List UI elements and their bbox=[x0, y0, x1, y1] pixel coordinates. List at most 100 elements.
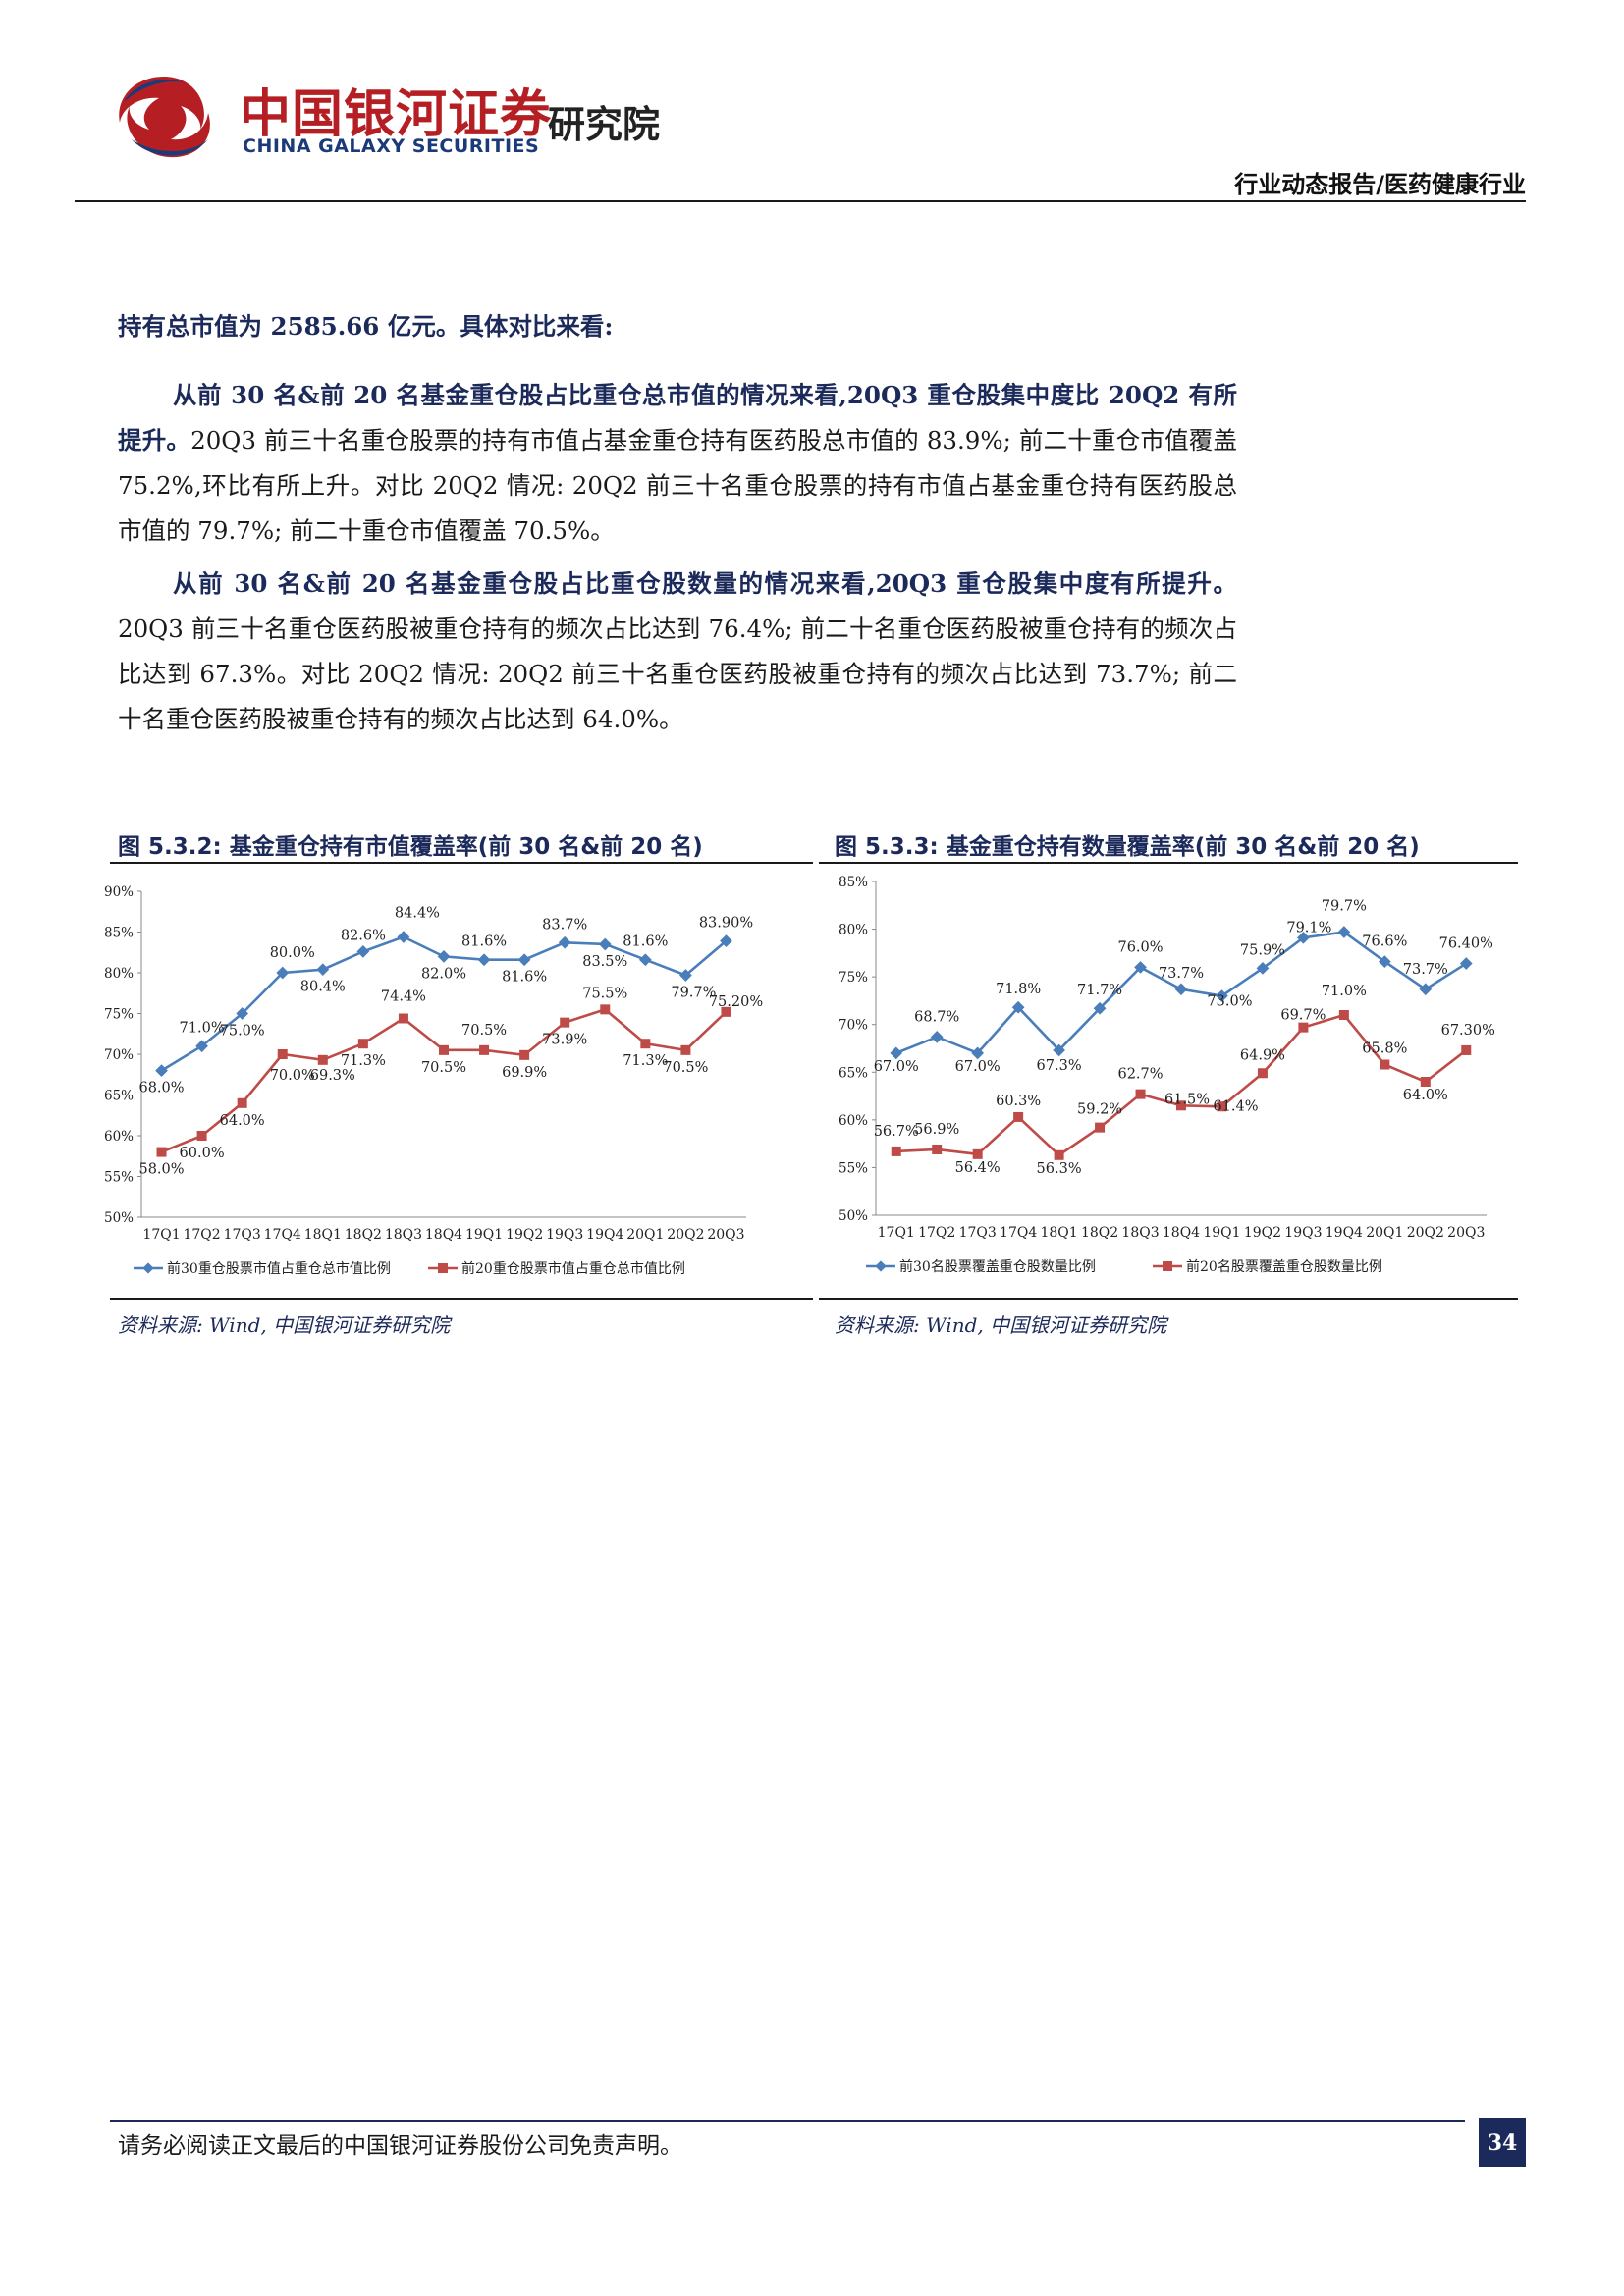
data-point bbox=[1459, 957, 1473, 970]
data-label: 67.0% bbox=[955, 1059, 1001, 1075]
data-label: 61.4% bbox=[1213, 1098, 1258, 1114]
data-point bbox=[519, 1049, 530, 1060]
data-point bbox=[439, 1044, 449, 1055]
data-label: 71.3% bbox=[623, 1053, 668, 1069]
data-label: 60.0% bbox=[180, 1146, 225, 1161]
data-point bbox=[680, 1044, 691, 1055]
x-tick-label: 17Q3 bbox=[224, 1227, 261, 1243]
y-tick-label: 50% bbox=[104, 1210, 134, 1226]
data-point bbox=[397, 931, 410, 943]
y-tick-label: 75% bbox=[839, 970, 868, 986]
data-point bbox=[195, 1040, 208, 1053]
data-label: 71.0% bbox=[1322, 984, 1367, 999]
legend-swatch-marker bbox=[875, 1260, 887, 1272]
legend-swatch-marker bbox=[1163, 1261, 1172, 1271]
figure-1-bottom-rule bbox=[110, 1298, 813, 1300]
data-label: 76.6% bbox=[1362, 934, 1407, 950]
brand-department: 研究院 bbox=[548, 103, 661, 146]
data-label: 76.0% bbox=[1117, 939, 1163, 955]
y-tick-label: 65% bbox=[839, 1065, 868, 1081]
data-label: 67.0% bbox=[874, 1059, 919, 1075]
x-tick-label: 18Q3 bbox=[1121, 1225, 1159, 1241]
x-tick-label: 19Q3 bbox=[1284, 1225, 1322, 1241]
data-label: 73.9% bbox=[542, 1033, 587, 1048]
data-point bbox=[1257, 1068, 1268, 1079]
data-point bbox=[1378, 955, 1391, 968]
legend-label: 前30重仓股票市值占重仓总市值比例 bbox=[167, 1260, 391, 1277]
y-tick-label: 80% bbox=[104, 966, 134, 982]
data-label: 71.7% bbox=[1077, 983, 1122, 998]
x-tick-label: 19Q3 bbox=[546, 1227, 583, 1243]
data-label: 83.5% bbox=[582, 954, 627, 970]
figure-2-source: 资料来源: Wind, 中国银河证券研究院 bbox=[835, 1313, 1167, 1337]
x-tick-label: 20Q2 bbox=[1407, 1225, 1444, 1241]
header-divider bbox=[75, 200, 1526, 202]
x-tick-label: 19Q1 bbox=[1203, 1225, 1240, 1241]
paragraph-count-bold: 从前 30 名&前 20 名基金重仓股占比重仓股数量的情况来看,20Q3 重仓股… bbox=[173, 569, 1237, 598]
paragraph-count: 从前 30 名&前 20 名基金重仓股占比重仓股数量的情况来看,20Q3 重仓股… bbox=[118, 561, 1237, 742]
data-label: 62.7% bbox=[1117, 1067, 1163, 1083]
figure-1-source: 资料来源: Wind, 中国银河证券研究院 bbox=[118, 1313, 451, 1337]
x-tick-label: 17Q2 bbox=[183, 1227, 220, 1243]
y-tick-label: 70% bbox=[839, 1018, 868, 1034]
galaxy-logo-icon bbox=[119, 77, 210, 158]
data-label: 65.8% bbox=[1362, 1041, 1407, 1057]
x-tick-label: 19Q4 bbox=[586, 1227, 623, 1243]
data-point bbox=[972, 1148, 983, 1159]
data-label: 73.7% bbox=[1159, 966, 1204, 982]
x-tick-label: 17Q2 bbox=[918, 1225, 955, 1241]
data-label: 69.3% bbox=[310, 1068, 355, 1084]
data-point bbox=[156, 1147, 167, 1157]
y-tick-label: 50% bbox=[839, 1208, 868, 1224]
data-label: 70.5% bbox=[461, 1023, 507, 1039]
y-tick-label: 85% bbox=[839, 875, 868, 890]
data-point bbox=[1461, 1044, 1472, 1055]
data-point bbox=[317, 1054, 328, 1065]
data-point bbox=[196, 1131, 207, 1141]
legend-label: 前20重仓股票市值占重仓总市值比例 bbox=[461, 1260, 685, 1277]
report-type: 行业动态报告/医药健康行业 bbox=[1234, 171, 1526, 198]
figure-2-chart: 50% 55% 60% 65% 70% 75% 80% 85% 17Q1 17Q2 17Q3 17Q4… bbox=[839, 875, 1495, 1275]
series-line bbox=[895, 1013, 1468, 1157]
data-point bbox=[638, 953, 652, 967]
data-label: 75.9% bbox=[1240, 942, 1285, 958]
paragraph-count-text: 20Q3 前三十名重仓医药股被重仓持有的频次占比达到 76.4%; 前二十名重仓… bbox=[118, 614, 1237, 733]
x-tick-label: 20Q1 bbox=[1366, 1225, 1403, 1241]
data-point bbox=[640, 1039, 651, 1049]
data-label: 61.5% bbox=[1164, 1092, 1210, 1107]
x-tick-label: 18Q1 bbox=[304, 1227, 342, 1243]
data-label: 58.0% bbox=[138, 1162, 184, 1178]
data-point bbox=[398, 1013, 408, 1024]
legend-label: 前30名股票覆盖重仓股数量比例 bbox=[899, 1258, 1096, 1275]
x-tick-label: 18Q4 bbox=[425, 1227, 462, 1243]
data-label: 64.0% bbox=[1403, 1088, 1448, 1103]
x-tick-label: 17Q3 bbox=[959, 1225, 997, 1241]
data-point bbox=[721, 1006, 731, 1017]
data-label: 68.0% bbox=[138, 1081, 184, 1096]
data-label: 60.3% bbox=[996, 1094, 1041, 1109]
data-point bbox=[891, 1146, 901, 1156]
y-tick-label: 65% bbox=[104, 1089, 134, 1104]
brand-name-cn: 中国银河证券 bbox=[240, 85, 553, 144]
legend-swatch-marker bbox=[438, 1263, 448, 1273]
data-label: 70.0% bbox=[270, 1068, 315, 1084]
data-label: 80.4% bbox=[300, 980, 346, 995]
x-tick-label: 19Q4 bbox=[1326, 1225, 1363, 1241]
data-label: 67.30% bbox=[1441, 1023, 1495, 1039]
data-label: 81.6% bbox=[623, 934, 668, 950]
x-tick-label: 18Q2 bbox=[345, 1227, 382, 1243]
footer-divider bbox=[110, 2120, 1465, 2122]
data-label: 56.7% bbox=[874, 1124, 919, 1140]
figure-2-bottom-rule bbox=[819, 1298, 1518, 1300]
brand-logo: 中国银河证券 研究院 CHINA GALAXY SECURITIES bbox=[110, 61, 699, 188]
x-tick-label: 20Q3 bbox=[1447, 1225, 1485, 1241]
x-tick-label: 19Q2 bbox=[506, 1227, 543, 1243]
x-tick-label: 18Q1 bbox=[1040, 1225, 1077, 1241]
data-point bbox=[357, 1039, 368, 1049]
data-label: 82.0% bbox=[421, 966, 466, 982]
paragraph-market-value-text: 20Q3 前三十名重仓股票的持有市值占基金重仓持有医药股总市值的 83.9%; … bbox=[118, 426, 1238, 545]
y-tick-label: 55% bbox=[839, 1160, 868, 1176]
data-point bbox=[890, 1046, 903, 1060]
y-tick-label: 75% bbox=[104, 1007, 134, 1023]
data-point bbox=[1013, 1111, 1024, 1122]
